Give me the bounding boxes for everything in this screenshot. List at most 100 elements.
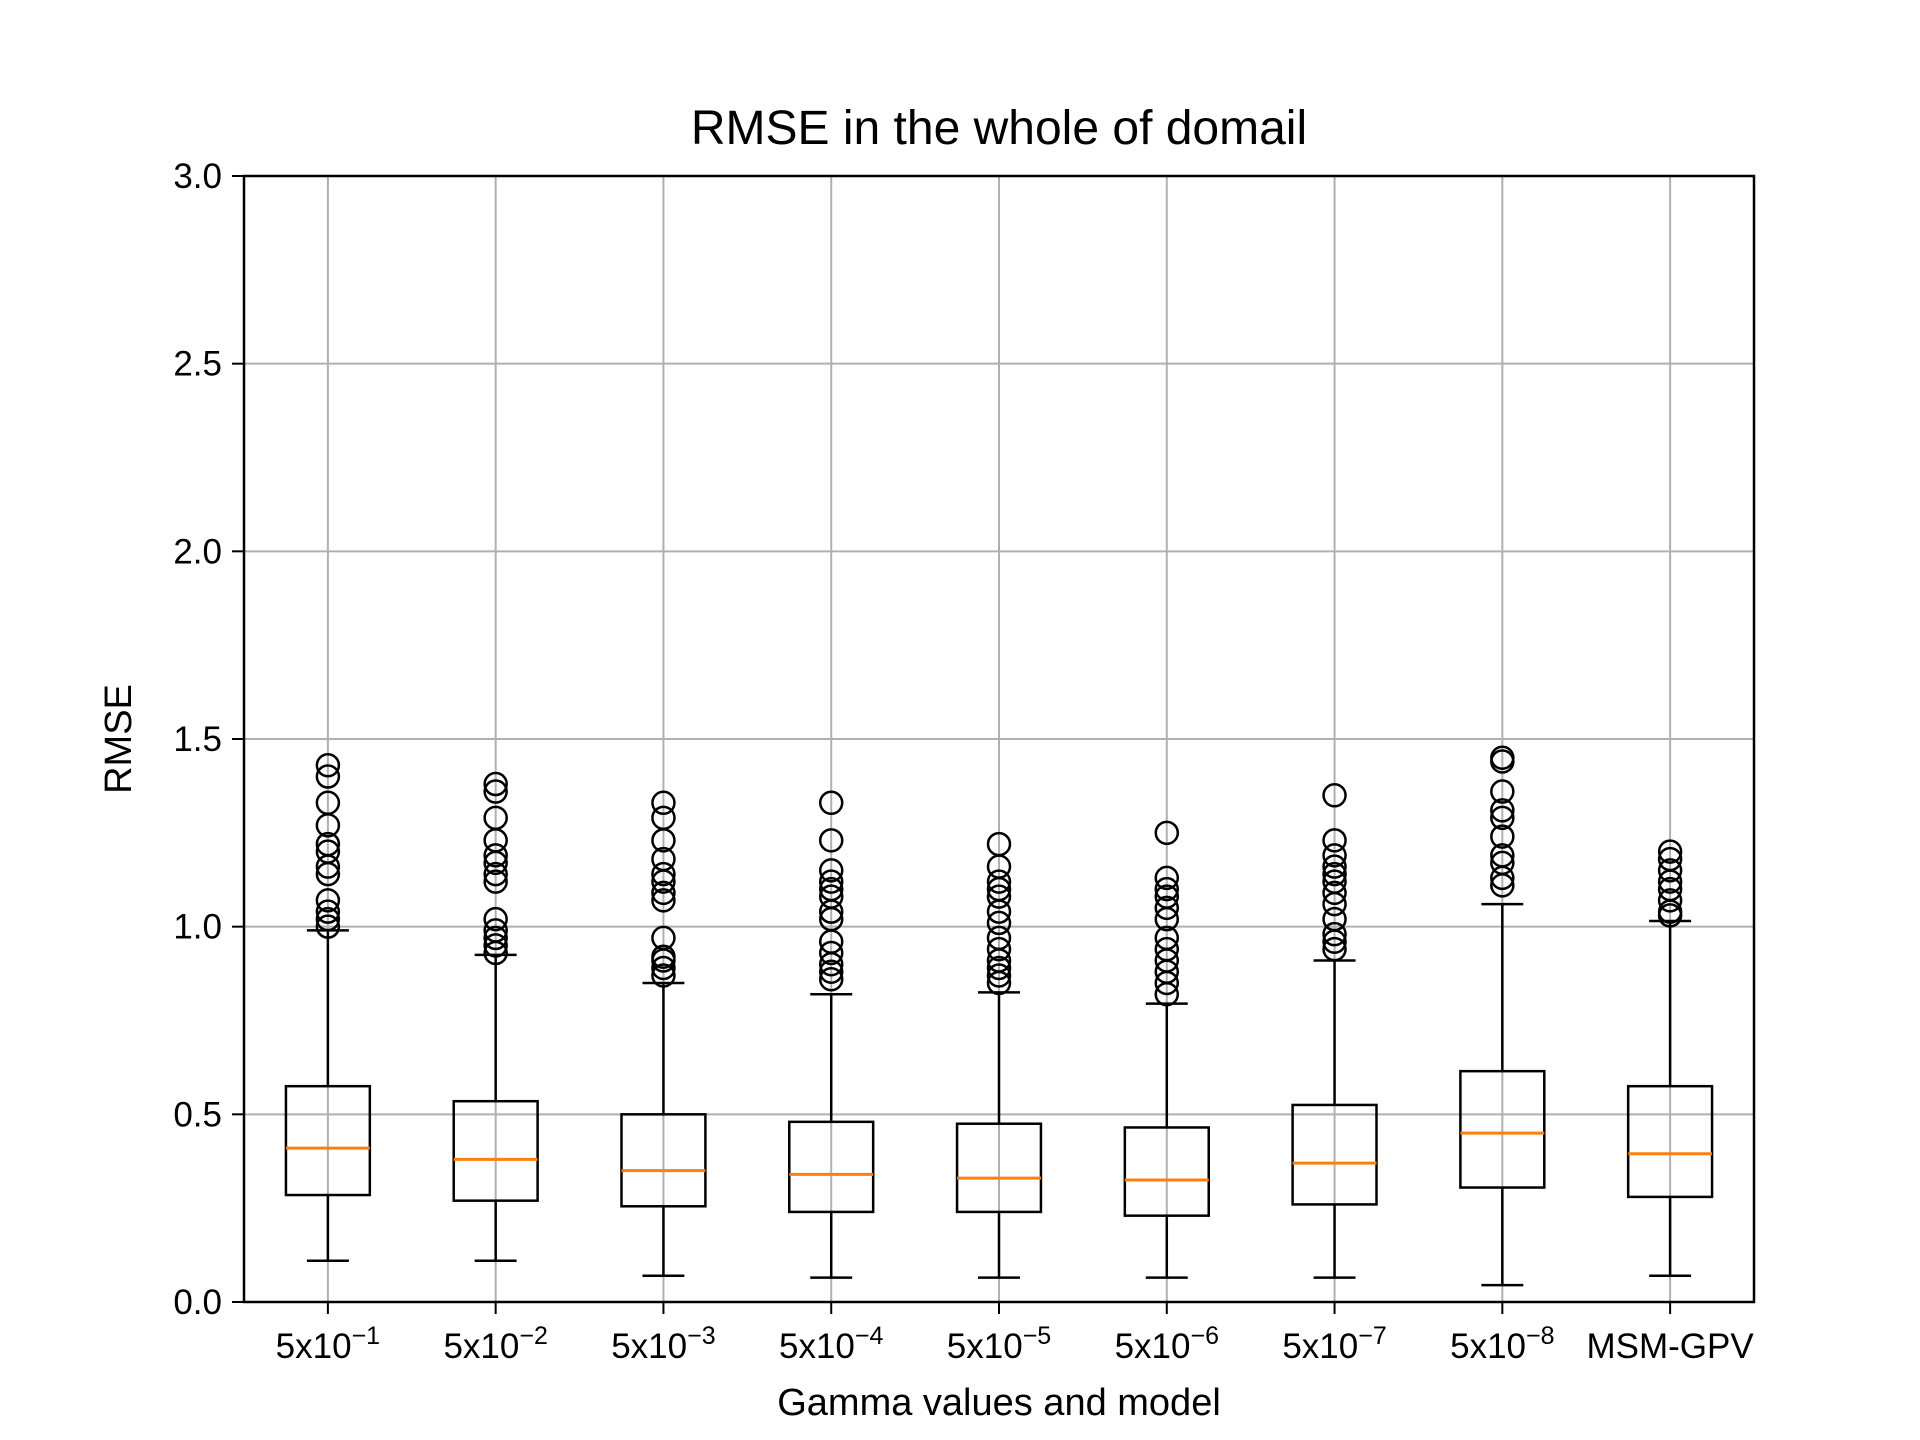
iqr-box <box>620 1113 707 1208</box>
outlier-point <box>483 869 508 894</box>
outlier-point <box>1490 824 1515 849</box>
outlier-point <box>483 918 508 943</box>
x-tick-label: 5x10−6 <box>1115 1322 1219 1366</box>
outlier-point <box>1657 839 1683 864</box>
outlier-point <box>1322 861 1347 887</box>
outlier-point <box>315 914 341 939</box>
outlier-point <box>1322 936 1347 962</box>
outlier-point <box>483 779 508 804</box>
outlier-point <box>1154 895 1180 921</box>
x-tick-label: 5x10−2 <box>443 1322 547 1366</box>
outlier-point <box>1322 854 1347 879</box>
boxes-layer <box>284 745 1714 1287</box>
outlier-point <box>1490 745 1515 771</box>
outlier-point <box>986 936 1012 962</box>
y-tick-label: 3.0 <box>173 157 222 196</box>
x-tick-label: 5x10−4 <box>779 1322 884 1366</box>
outlier-point <box>818 828 844 853</box>
box-plot-item <box>1291 783 1378 1279</box>
box-plot-item <box>1123 820 1210 1279</box>
outlier-point <box>1657 888 1683 913</box>
box-plot-item <box>620 790 707 1277</box>
outlier-point <box>651 861 676 887</box>
outlier-point <box>651 880 676 906</box>
outlier-point <box>1154 936 1180 962</box>
outlier-point <box>1490 779 1515 804</box>
outlier-point <box>315 790 341 816</box>
outlier-point <box>315 899 341 924</box>
outlier-point <box>651 963 676 988</box>
outlier-point <box>986 869 1012 894</box>
iqr-box <box>955 1122 1043 1214</box>
outlier-point <box>315 906 341 932</box>
iqr-box <box>1291 1103 1378 1206</box>
x-tick-label: 5x10−1 <box>276 1322 380 1366</box>
outlier-point <box>1657 876 1683 902</box>
y-axis-ticks: 0.0 0.5 1.0 1.5 2.0 2.5 3.0 <box>173 157 244 1322</box>
x-tick-label: 5x10−3 <box>611 1322 715 1366</box>
outlier-point <box>1154 865 1180 891</box>
outlier-point <box>1657 846 1683 872</box>
box-plot-item <box>284 753 372 1262</box>
outlier-point <box>1490 850 1515 876</box>
outlier-point <box>651 805 676 831</box>
y-axis-label: RMSE <box>98 684 140 794</box>
outlier-point <box>986 963 1012 988</box>
x-tick-label: 5x10−8 <box>1450 1322 1554 1366</box>
x-tick-label: 5x10−7 <box>1282 1322 1386 1366</box>
outlier-point <box>1322 906 1347 932</box>
outlier-point <box>651 944 676 969</box>
iqr-box <box>284 1084 372 1197</box>
outlier-point <box>315 764 341 789</box>
iqr-box <box>1123 1126 1210 1217</box>
y-tick-label: 0.5 <box>173 1095 222 1134</box>
x-axis-label: Gamma values and model <box>777 1382 1221 1424</box>
outlier-point <box>818 940 844 966</box>
outlier-point <box>483 906 508 932</box>
outlier-point <box>483 861 508 887</box>
iqr-box <box>1626 1084 1714 1199</box>
y-tick-label: 2.0 <box>173 532 222 571</box>
y-tick-label: 0.0 <box>173 1283 222 1322</box>
x-axis-ticks: 5x10−1 5x10−2 5x10−3 5x10−4 5x10−5 5x10−6 5x10… <box>276 1302 1754 1366</box>
outlier-point <box>651 925 676 951</box>
outlier-point <box>1657 858 1683 883</box>
box-plot-item <box>1626 839 1714 1277</box>
outlier-point <box>818 959 844 984</box>
outlier-point <box>986 910 1012 936</box>
y-tick-label: 1.0 <box>173 908 222 947</box>
x-tick-label: 5x10−5 <box>947 1322 1051 1366</box>
y-tick-label: 1.5 <box>173 720 222 759</box>
box-plot-item <box>955 831 1043 1279</box>
outlier-point <box>818 858 844 883</box>
box-plot-item <box>788 790 875 1279</box>
outlier-point <box>651 846 676 872</box>
outlier-point <box>1490 843 1515 868</box>
outlier-point <box>986 831 1012 857</box>
outlier-point <box>483 771 508 797</box>
y-tick-label: 2.5 <box>173 345 222 384</box>
outlier-point <box>1322 828 1347 853</box>
outlier-point <box>651 888 676 913</box>
outlier-point <box>818 966 844 992</box>
outlier-point <box>1154 925 1180 951</box>
outlier-point <box>1322 921 1347 947</box>
outlier-point <box>1322 869 1347 894</box>
outlier-point <box>651 790 676 816</box>
outlier-point <box>483 933 508 958</box>
iqr-box <box>452 1099 539 1202</box>
outlier-point <box>818 869 844 894</box>
outlier-point <box>483 805 508 831</box>
outlier-point <box>483 925 508 951</box>
box-plot-item <box>1459 745 1546 1287</box>
outlier-point <box>315 839 341 864</box>
iqr-box <box>788 1120 875 1214</box>
box-plot-item <box>452 771 539 1262</box>
outlier-point <box>818 884 844 909</box>
outlier-point <box>483 843 508 868</box>
outlier-point <box>651 955 676 981</box>
outlier-point <box>986 955 1012 981</box>
outlier-point <box>1322 783 1347 808</box>
iqr-box <box>1459 1069 1546 1189</box>
